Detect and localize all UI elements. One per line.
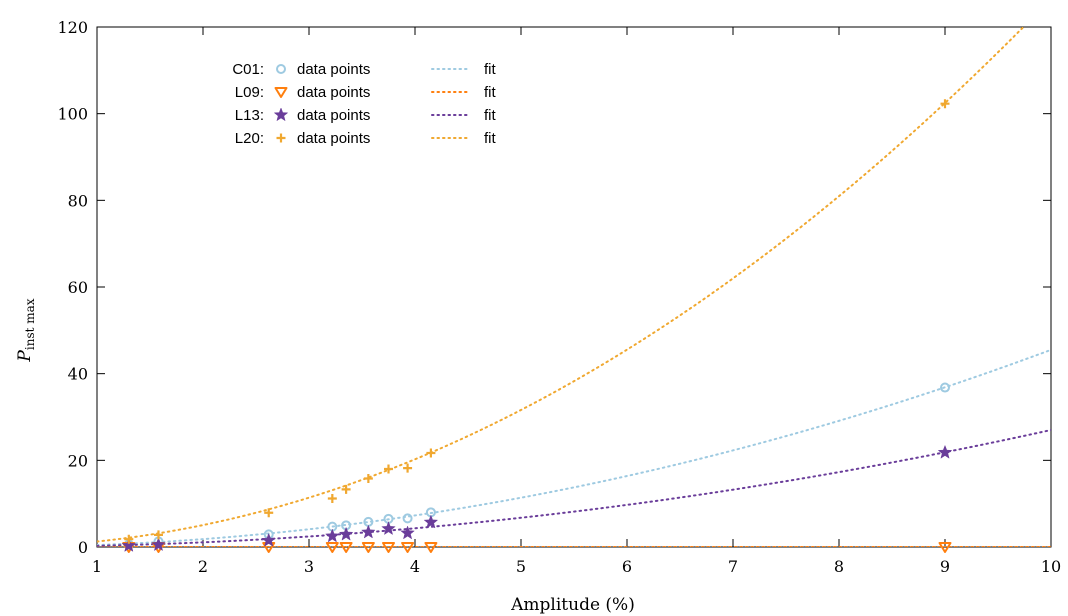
fit-curves xyxy=(97,27,1051,547)
x-tick-label: 6 xyxy=(622,557,632,576)
x-tick-label: 8 xyxy=(834,557,844,576)
x-tick-label: 4 xyxy=(410,557,420,576)
data-point-l13 xyxy=(324,528,340,543)
x-tick-label: 10 xyxy=(1041,557,1061,576)
data-point-c01 xyxy=(402,513,413,524)
data-points xyxy=(121,99,953,553)
data-point-l09 xyxy=(424,542,438,553)
data-point-l20 xyxy=(153,530,163,540)
data-point-l20 xyxy=(341,484,351,494)
data-point-l20 xyxy=(327,493,337,503)
data-point-l20 xyxy=(426,448,436,458)
legend-points-label: data points xyxy=(297,130,370,147)
legend-series-name: L13: xyxy=(235,107,264,124)
data-point-l20 xyxy=(403,463,413,473)
legend-fit-label: fit xyxy=(484,84,497,101)
legend: C01: data points fit L09: data points fit L13:… xyxy=(232,61,496,147)
legend-points-label: data points xyxy=(297,84,370,101)
y-tick-label: 120 xyxy=(57,18,88,37)
data-point-l20 xyxy=(124,534,134,544)
x-tick-label: 9 xyxy=(940,557,950,576)
data-point-l09 xyxy=(938,542,952,553)
plot-frame xyxy=(96,26,1052,548)
legend-points-label: data points xyxy=(297,61,370,78)
data-point-l20 xyxy=(384,464,393,474)
data-point-l13 xyxy=(400,525,415,540)
y-axis-label: Pinst max xyxy=(15,298,37,362)
y-tick-label: 60 xyxy=(68,278,88,297)
data-point-l09 xyxy=(401,542,415,553)
data-point-l09 xyxy=(339,542,353,553)
data-point-l13 xyxy=(261,532,277,547)
legend-fit-label: fit xyxy=(484,107,497,124)
data-point-l20 xyxy=(264,508,274,518)
legend-series-name: L09: xyxy=(235,84,264,101)
y-tick-label: 0 xyxy=(78,538,88,557)
legend-series-name: C01: xyxy=(232,61,264,78)
y-tick-label: 80 xyxy=(68,191,88,210)
y-axis-label-main: P xyxy=(15,350,35,363)
legend-fit-label: fit xyxy=(484,61,497,78)
x-tick-label: 7 xyxy=(728,557,738,576)
fit-line-l20 xyxy=(97,27,1025,543)
data-point-l09 xyxy=(382,542,395,553)
x-tick-label: 3 xyxy=(304,557,314,576)
data-point-l13 xyxy=(121,538,137,552)
data-point-l13 xyxy=(151,537,166,552)
y-axis-label-subscript: inst max xyxy=(23,298,37,350)
data-point-l13 xyxy=(423,514,439,529)
legend-points-label: data points xyxy=(297,107,370,124)
legend-marker-c01 xyxy=(276,64,286,74)
data-point-l13 xyxy=(937,444,953,459)
y-tick-label: 40 xyxy=(68,365,88,384)
fit-line-l13 xyxy=(97,429,1051,547)
legend-series-name: L20: xyxy=(235,130,264,147)
plot-border xyxy=(96,26,1052,548)
x-tick-label: 2 xyxy=(198,557,208,576)
legend-marker-l20 xyxy=(276,133,286,143)
legend-fit-label: fit xyxy=(484,130,497,147)
axis-ticks xyxy=(96,26,1052,548)
data-point-l13 xyxy=(338,526,354,541)
x-tick-label: 1 xyxy=(92,557,102,576)
legend-marker-l09 xyxy=(274,87,288,98)
x-axis-label: Amplitude (%) xyxy=(510,595,635,615)
x-tick-label: 5 xyxy=(516,557,526,576)
data-point-l13 xyxy=(381,521,396,536)
data-point-l20 xyxy=(940,99,950,109)
data-point-l09 xyxy=(325,542,339,553)
y-tick-label: 20 xyxy=(68,451,88,470)
legend-marker-l13 xyxy=(273,107,289,122)
data-point-c01 xyxy=(940,382,950,393)
fit-line-c01 xyxy=(97,348,1051,547)
data-point-l20 xyxy=(363,474,373,484)
data-point-l09 xyxy=(361,542,375,553)
data-point-l13 xyxy=(361,524,376,539)
y-tick-label: 100 xyxy=(57,105,88,124)
